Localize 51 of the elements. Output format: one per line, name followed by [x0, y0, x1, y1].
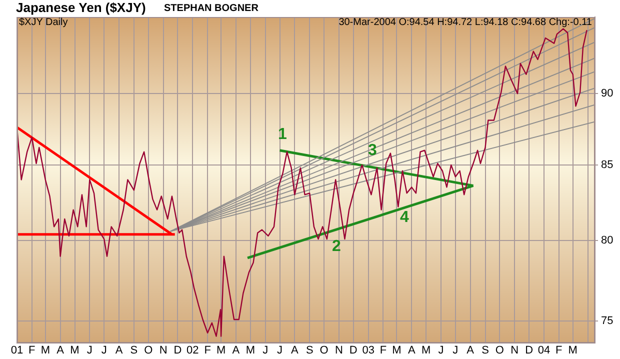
x-tick-label: J [86, 344, 92, 357]
x-tick-label: N [510, 344, 519, 357]
x-tick-label: S [130, 344, 138, 357]
x-tick-label: M [216, 344, 226, 357]
x-tick-label: O [320, 344, 329, 357]
x-tick-label: 01 [10, 344, 24, 357]
annotation: 30-Mar-2004 O:94.54 H:94.72 L:94.18 C:94.68 Chg:-0.11 [338, 17, 592, 29]
x-tick-label: D [174, 344, 182, 357]
x-tick-label: A [115, 344, 124, 357]
x-tick-label: M [246, 344, 255, 357]
x-tick-label: A [408, 344, 416, 357]
y-tick-label: 75 [601, 315, 614, 328]
x-tick-label: 02 [186, 344, 199, 357]
x-tick-label: M [392, 344, 402, 357]
x-tick-label: J [277, 344, 283, 357]
annotation: 3 [368, 142, 377, 160]
x-tick-label: M [40, 344, 50, 357]
y-tick-label: 90 [601, 88, 614, 100]
x-tick-label: F [556, 344, 563, 357]
y-tick-label: 80 [601, 234, 614, 247]
x-tick-label: J [101, 344, 107, 357]
x-tick-label: A [232, 344, 240, 357]
x-tick-label: 03 [362, 344, 374, 357]
x-tick-label: A [466, 344, 475, 357]
x-tick-label: F [204, 344, 212, 357]
x-tick-label: N [334, 344, 343, 357]
x-tick-label: F [380, 344, 387, 357]
x-tick-label: O [144, 344, 154, 357]
x-tick-label: S [306, 344, 314, 357]
x-tick-label: D [349, 344, 358, 357]
x-tick-label: J [262, 344, 268, 357]
x-tick-label: A [291, 344, 300, 357]
y-tick-label: 85 [601, 159, 614, 172]
x-tick-label: O [495, 344, 504, 357]
chart-subtitle: STEPHAN BOGNER [164, 3, 258, 14]
annotation: 4 [400, 209, 409, 227]
x-tick-label: J [452, 344, 458, 357]
annotation: $XJY Daily [19, 17, 68, 29]
x-tick-label: M [421, 344, 431, 357]
x-tick-label: A [56, 344, 65, 357]
annotation: 1 [278, 126, 287, 144]
x-tick-label: F [28, 344, 36, 357]
x-tick-label: M [568, 344, 578, 357]
x-tick-label: S [482, 344, 489, 357]
x-tick-label: 04 [538, 344, 550, 357]
x-tick-label: J [438, 344, 444, 357]
x-tick-label: M [70, 344, 80, 357]
x-tick-label: D [525, 344, 534, 357]
annotation: 2 [332, 238, 341, 256]
x-tick-label: N [159, 344, 168, 357]
chart-title: Japanese Yen ($XJY) [16, 0, 146, 15]
